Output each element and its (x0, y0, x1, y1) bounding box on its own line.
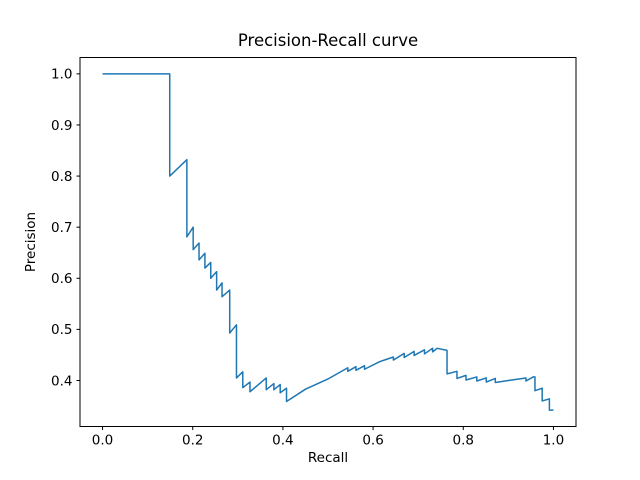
y-tick-label: 1.0 (51, 67, 72, 83)
y-axis-label: Precision (22, 211, 39, 273)
chart-title: Precision-Recall curve (237, 31, 419, 50)
axes-frame (79, 57, 577, 427)
y-tick-label: 0.5 (51, 322, 72, 338)
y-tick-label: 0.6 (51, 271, 72, 287)
x-tick-label: 0.4 (272, 433, 293, 449)
x-axis-label: Recall (307, 450, 349, 466)
y-tick-label: 0.7 (51, 220, 72, 236)
y-tick-label: 0.8 (51, 169, 72, 185)
x-tick-label: 0.0 (92, 433, 113, 449)
x-tick-label: 0.6 (362, 433, 383, 449)
y-tick-label: 0.9 (51, 118, 72, 134)
y-tick-label: 0.4 (51, 373, 72, 389)
x-tick-label: 1.0 (543, 433, 564, 449)
x-tick-label: 0.8 (453, 433, 474, 449)
pr-curve-line (102, 73, 554, 411)
x-tick-label: 0.2 (182, 433, 203, 449)
